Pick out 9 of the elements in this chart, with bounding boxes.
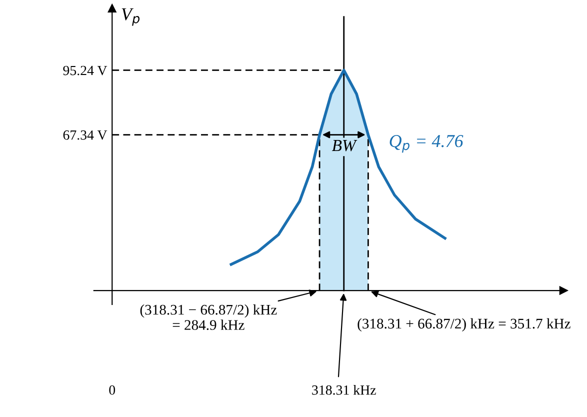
y-axis-title: V$_{p}$ — [122, 8, 140, 26]
y-tick-label: 67.34 V — [63, 130, 108, 140]
band-label: BW — [332, 140, 358, 152]
y-tick-label: 95.24 V — [63, 66, 108, 76]
annotation: (318.31 + 66.87/2) kHz = 351.7 kHz — [358, 318, 570, 332]
annotation: Q$_{p}$ = 4.76 — [390, 135, 464, 153]
annotation: (318.31 − 66.87/2) kHz = 284.9 kHz — [140, 304, 277, 330]
x-tick-label: 0 — [109, 385, 116, 395]
x-tick-label: 318.31 kHz — [312, 384, 376, 395]
